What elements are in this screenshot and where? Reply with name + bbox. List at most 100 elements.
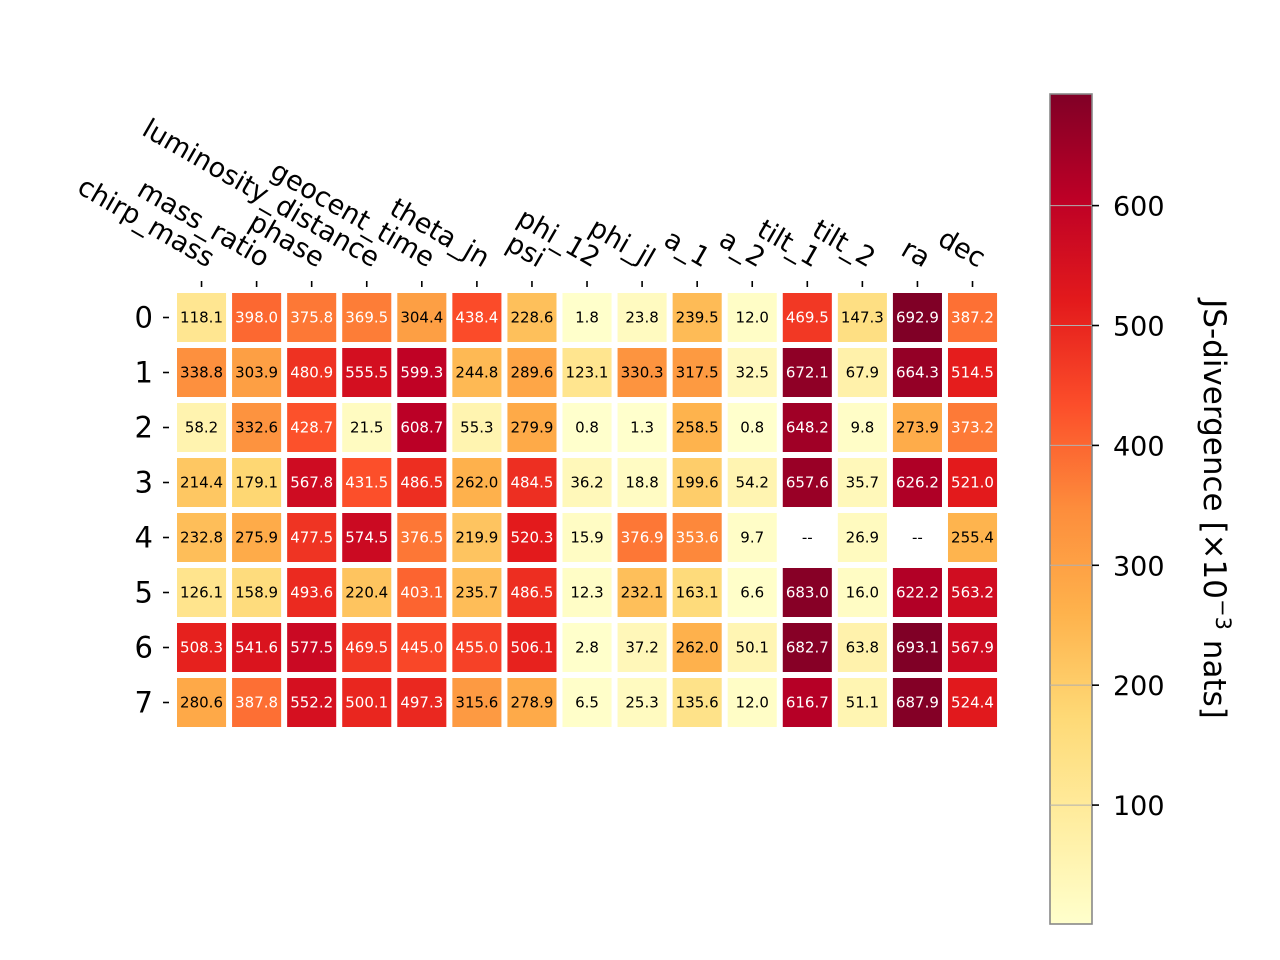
heatmap-cell	[452, 568, 502, 617]
cell-value-label: 315.6	[455, 694, 498, 712]
colorbar-tick-label: 200	[1113, 671, 1165, 702]
heatmap-cell	[672, 348, 722, 397]
cell-value-label: 524.4	[951, 694, 994, 712]
heatmap-cell	[562, 513, 612, 562]
heatmap-cell	[837, 348, 887, 397]
heatmap-cell	[727, 513, 777, 562]
row-label: 0	[135, 301, 153, 335]
heatmap-cell	[287, 623, 337, 672]
heatmap-cell	[892, 403, 942, 452]
cell-value-label: 497.3	[400, 694, 443, 712]
heatmap-cell	[452, 623, 502, 672]
heatmap-cell	[507, 678, 557, 727]
heatmap-cell	[562, 623, 612, 672]
heatmap-cell	[397, 458, 447, 507]
heatmap-cell	[287, 348, 337, 397]
cell-value-label: 520.3	[510, 529, 553, 547]
heatmap-cell	[947, 513, 998, 562]
cell-value-label: 163.1	[676, 584, 719, 602]
cell-value-label: 9.8	[850, 419, 874, 437]
cell-value-label: 445.0	[400, 639, 443, 657]
cell-value-label: 376.5	[400, 529, 443, 547]
cell-value-label: 616.7	[786, 694, 829, 712]
heatmap-cell	[727, 348, 777, 397]
cell-value-label: 672.1	[786, 364, 829, 382]
cell-value-label: 280.6	[180, 694, 223, 712]
heatmap-cell	[452, 403, 502, 452]
heatmap-cell	[617, 403, 667, 452]
cell-value-label: 51.1	[846, 694, 879, 712]
heatmap-cell	[727, 678, 777, 727]
column-label: phi_jl	[584, 212, 660, 274]
heatmap-cell	[617, 678, 667, 727]
heatmap-cell	[947, 403, 998, 452]
cell-value-label: 484.5	[510, 474, 553, 492]
heatmap-cell	[177, 348, 227, 397]
cell-value-label: 480.9	[290, 364, 333, 382]
column-label: ra	[896, 233, 935, 274]
cell-value-label: 255.4	[951, 529, 994, 547]
heatmap-cell	[562, 568, 612, 617]
heatmap-cell	[727, 568, 777, 617]
cell-value-label: 431.5	[345, 474, 388, 492]
cell-value-label: 12.0	[736, 694, 769, 712]
cell-value-label: 235.7	[455, 584, 498, 602]
cell-value-label: 664.3	[896, 364, 939, 382]
heatmap-cell	[782, 403, 832, 452]
cell-value-label: 50.1	[736, 639, 769, 657]
heatmap-cell	[232, 403, 282, 452]
cell-value-label: 179.1	[235, 474, 278, 492]
heatmap-cell	[562, 403, 612, 452]
cell-value-label: 541.6	[235, 639, 278, 657]
heatmap-cell	[507, 568, 557, 617]
cell-value-label: 469.5	[786, 309, 829, 327]
cell-value-label: 574.5	[345, 529, 388, 547]
row-labels: 0 1 2 3 4 5 6 7	[135, 301, 169, 720]
cell-value-label: 373.2	[951, 419, 994, 437]
heatmap-cell	[507, 513, 557, 562]
heatmap-cell	[397, 403, 447, 452]
heatmap-cell	[507, 293, 557, 342]
heatmap-cell	[287, 678, 337, 727]
row-label: 2	[135, 411, 153, 445]
heatmap-cell	[617, 348, 667, 397]
cell-value-label: 1.8	[575, 309, 599, 327]
cell-value-label: 387.2	[951, 309, 994, 327]
cell-value-label: 683.0	[786, 584, 829, 602]
cell-value-label: 26.9	[846, 529, 879, 547]
heatmap-cell	[507, 623, 557, 672]
heatmap-cell	[287, 403, 337, 452]
cell-value-label: 682.7	[786, 639, 829, 657]
heatmap-cell	[837, 458, 887, 507]
cell-value-label: 469.5	[345, 639, 388, 657]
cell-value-label: 577.5	[290, 639, 333, 657]
cell-value-label: 486.5	[510, 584, 553, 602]
cell-value-label: 275.9	[235, 529, 278, 547]
cell-value-label: --	[912, 529, 923, 547]
cell-value-label: 118.1	[180, 309, 223, 327]
column-label: dec	[933, 223, 991, 274]
cell-value-label: 376.9	[621, 529, 664, 547]
heatmap-cell	[177, 513, 227, 562]
heatmap-cell	[617, 568, 667, 617]
cell-value-label: 692.9	[896, 309, 939, 327]
cell-value-label: 0.8	[575, 419, 599, 437]
cell-value-label: 493.6	[290, 584, 333, 602]
heatmap-cell	[947, 678, 998, 727]
cell-value-label: 199.6	[676, 474, 719, 492]
cell-value-label: 303.9	[235, 364, 278, 382]
cell-value-label: 228.6	[510, 309, 553, 327]
heatmap-cell	[177, 403, 227, 452]
cell-value-label: 1.3	[630, 419, 654, 437]
column-labels: chirp_massmass_ratiophaseluminosity_dist…	[72, 113, 991, 287]
heatmap-cell	[837, 513, 887, 562]
heatmap-cell	[397, 293, 447, 342]
cell-value-label: 567.8	[290, 474, 333, 492]
heatmap-cell	[672, 513, 722, 562]
colorbar-label: JS-divergence [×10−3 nats]	[1196, 297, 1235, 719]
row-label: 1	[135, 356, 153, 390]
cell-value-label: 338.8	[180, 364, 223, 382]
row-label: 3	[135, 466, 153, 500]
cell-value-label: 521.0	[951, 474, 994, 492]
cell-value-label: 455.0	[455, 639, 498, 657]
